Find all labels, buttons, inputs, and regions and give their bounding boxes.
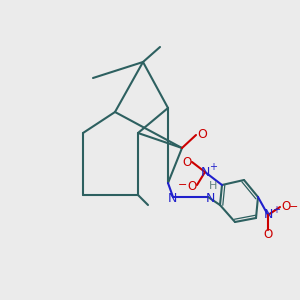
- Text: N: N: [263, 208, 273, 221]
- Text: O: O: [188, 179, 196, 193]
- Text: O: O: [182, 155, 192, 169]
- Text: H: H: [209, 181, 217, 191]
- Text: N: N: [200, 166, 210, 178]
- Text: O: O: [281, 200, 291, 214]
- Text: −: −: [178, 180, 188, 190]
- Text: N: N: [167, 191, 177, 205]
- Text: O: O: [263, 229, 273, 242]
- Text: −: −: [289, 202, 299, 212]
- Text: N: N: [205, 191, 215, 205]
- Text: +: +: [209, 162, 217, 172]
- Text: O: O: [197, 128, 207, 142]
- Text: +: +: [272, 205, 280, 215]
